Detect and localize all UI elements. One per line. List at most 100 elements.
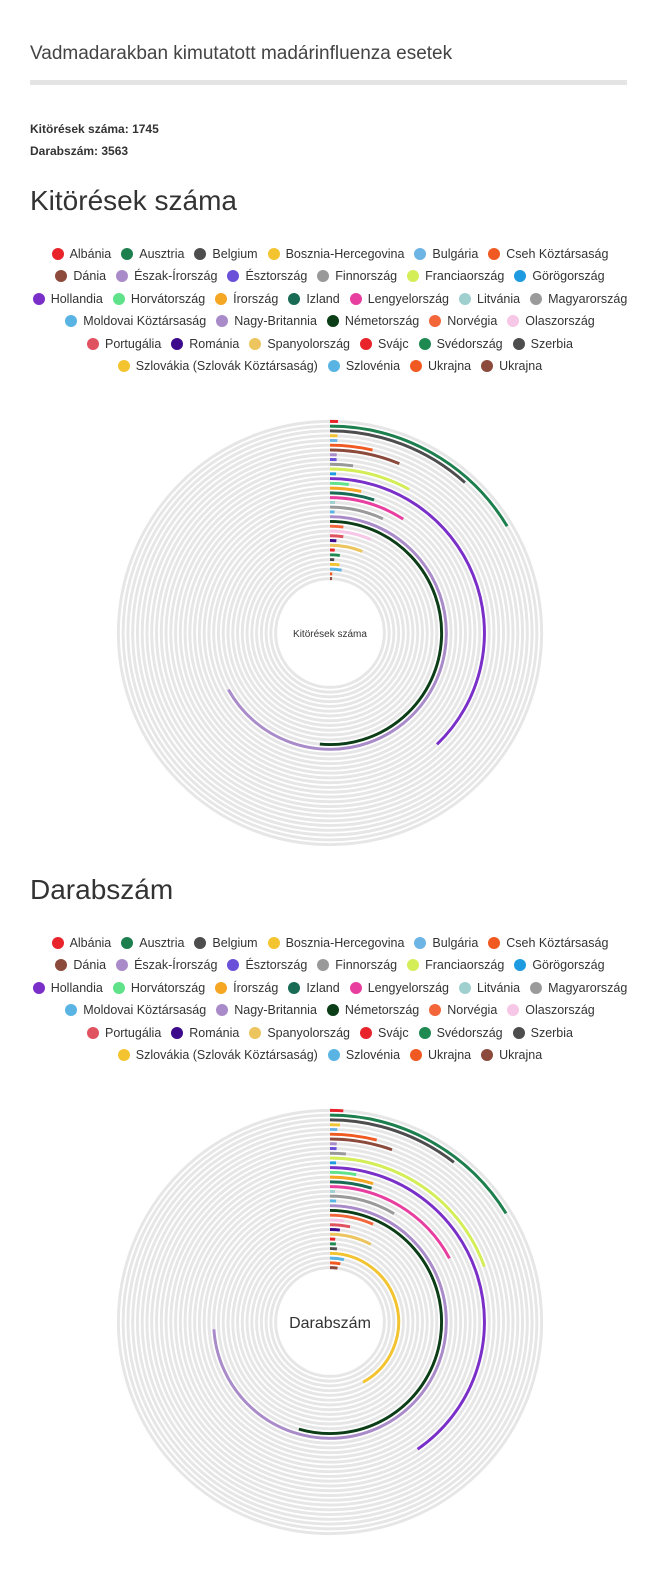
legend-swatch-icon: [121, 937, 134, 949]
legend-item[interactable]: Nagy-Britannia: [216, 999, 317, 1021]
ring-track: [245, 1237, 415, 1407]
legend-item[interactable]: Cseh Köztársaság: [488, 932, 608, 954]
legend-item[interactable]: Albánia: [51, 932, 111, 954]
legend-item[interactable]: Svédország: [418, 1022, 503, 1044]
legend-item[interactable]: Észtország: [227, 954, 307, 976]
chart-2-title: Darabszám: [30, 874, 174, 905]
legend-item[interactable]: Olaszország: [507, 310, 595, 332]
legend-swatch-icon: [326, 315, 339, 328]
legend-item[interactable]: Norvégia: [429, 999, 497, 1021]
legend-item[interactable]: Bulgária: [414, 932, 478, 954]
legend-item[interactable]: Portugália: [86, 333, 162, 355]
legend-item[interactable]: Cseh Köztársaság: [488, 243, 608, 265]
legend-item[interactable]: Ausztria: [121, 932, 184, 954]
legend-label: Cseh Köztársaság: [506, 936, 609, 950]
legend-item[interactable]: Szlovénia: [327, 1044, 400, 1066]
legend-item[interactable]: Svédország: [418, 333, 503, 355]
legend-item[interactable]: Bosznia-Hercegovina: [267, 932, 404, 954]
legend-item[interactable]: Franciaország: [407, 954, 504, 976]
legend-label: Dánia: [73, 958, 107, 973]
legend-item[interactable]: Görögország: [514, 954, 605, 976]
legend-item[interactable]: Portugália: [86, 1022, 161, 1044]
legend-item[interactable]: Ukrajna: [481, 1044, 542, 1066]
legend-item[interactable]: Magyarország: [530, 977, 627, 999]
legend-label: Spanyolország: [267, 1025, 351, 1040]
bar-Belgium: [329, 1118, 455, 1164]
legend-item[interactable]: Németország: [326, 999, 419, 1021]
legend-item[interactable]: Szlovákia (Szlovák Köztársaság): [117, 1044, 318, 1066]
legend-item[interactable]: Moldovai Köztársaság: [65, 310, 206, 332]
legend-item[interactable]: Görögország: [514, 265, 605, 287]
legend-item[interactable]: Ukrajna: [410, 355, 471, 377]
legend-swatch-icon: [488, 248, 501, 260]
legend-item[interactable]: Spanyolország: [249, 333, 350, 355]
ring-track: [269, 1261, 391, 1383]
legend-item[interactable]: Norvégia: [429, 310, 497, 332]
legend-item[interactable]: Nagy-Britannia: [216, 310, 317, 332]
bar-Hollandia: [329, 477, 486, 746]
chart-1-radial: Kitörések száma: [116, 419, 544, 847]
legend-item[interactable]: Románia: [171, 333, 239, 355]
summary-outbreaks-value: 1745: [132, 122, 159, 136]
legend-item[interactable]: Horvátország: [112, 977, 205, 999]
legend-item[interactable]: Belgium: [194, 932, 258, 954]
legend-item[interactable]: Spanyolország: [249, 1022, 350, 1044]
legend-label: Finnország: [335, 958, 398, 973]
legend-item[interactable]: Szlovákia (Szlovák Köztársaság): [117, 355, 318, 377]
bar-Lengyelország: [329, 1185, 451, 1259]
legend-item[interactable]: Ausztria: [121, 243, 184, 265]
ring-track: [226, 529, 434, 737]
bar-Franciaország: [329, 1156, 486, 1267]
legend-item[interactable]: Németország: [326, 310, 419, 332]
legend-item[interactable]: Írország: [215, 288, 278, 310]
legend-item[interactable]: Lengyelország: [349, 288, 449, 310]
legend-item[interactable]: Belgium: [194, 243, 258, 265]
legend-item[interactable]: Szerbia: [512, 333, 573, 355]
legend-item[interactable]: Izland: [288, 977, 340, 999]
legend-item[interactable]: Magyarország: [530, 288, 627, 310]
legend-item[interactable]: Románia: [171, 1022, 239, 1044]
legend-item[interactable]: Írország: [215, 977, 278, 999]
legend-swatch-icon: [116, 270, 129, 283]
bar-Írország: [329, 486, 362, 493]
ring-track: [236, 539, 424, 727]
legend-item[interactable]: Ukrajna: [481, 355, 542, 377]
legend-item[interactable]: Finnország: [317, 265, 397, 287]
legend-item[interactable]: Litvánia: [459, 977, 520, 999]
legend-item[interactable]: Finnország: [317, 954, 397, 976]
legend-item[interactable]: Bosznia-Hercegovina: [267, 243, 404, 265]
legend-item[interactable]: Olaszország: [507, 999, 595, 1021]
legend-item[interactable]: Moldovai Köztársaság: [65, 999, 206, 1021]
legend-item[interactable]: Izland: [288, 288, 340, 310]
legend-swatch-icon: [227, 959, 240, 972]
legend-item[interactable]: Litvánia: [459, 288, 520, 310]
legend-item[interactable]: Lengyelország: [349, 977, 449, 999]
legend-item[interactable]: Dánia: [55, 954, 106, 976]
ring-track: [159, 462, 501, 804]
legend-item[interactable]: Észak-Írország: [116, 265, 217, 287]
legend-item[interactable]: Bulgária: [414, 243, 478, 265]
legend-swatch-icon: [171, 1026, 184, 1039]
legend-item[interactable]: Szerbia: [512, 1022, 573, 1044]
legend-item[interactable]: Ukrajna: [410, 1044, 471, 1066]
legend-item[interactable]: Észtország: [227, 265, 307, 287]
legend-item[interactable]: Horvátország: [112, 288, 205, 310]
legend-item[interactable]: Albánia: [51, 243, 111, 265]
bar-Szlovénia: [329, 567, 342, 572]
legend-swatch-icon: [530, 981, 543, 994]
chart-2-radial: Darabszám: [116, 1108, 544, 1536]
legend-item[interactable]: Svájc: [360, 1022, 409, 1044]
legend-item[interactable]: Svájc: [360, 333, 409, 355]
legend-swatch-icon: [32, 981, 45, 994]
legend-item[interactable]: Hollandia: [32, 288, 103, 310]
legend-item[interactable]: Hollandia: [32, 977, 103, 999]
legend-label: Portugália: [104, 336, 162, 351]
legend-item[interactable]: Észak-Írország: [116, 954, 217, 976]
legend-item[interactable]: Franciaország: [407, 265, 504, 287]
legend-label: Szlovákia (Szlovák Köztársaság): [135, 1048, 318, 1063]
legend-item[interactable]: Dánia: [55, 265, 106, 287]
summary-outbreaks: Kitörések száma: 1745: [30, 118, 159, 140]
legend-label: Dánia: [73, 269, 107, 284]
legend-item[interactable]: Szlovénia: [327, 355, 400, 377]
ring-track: [188, 1180, 472, 1464]
